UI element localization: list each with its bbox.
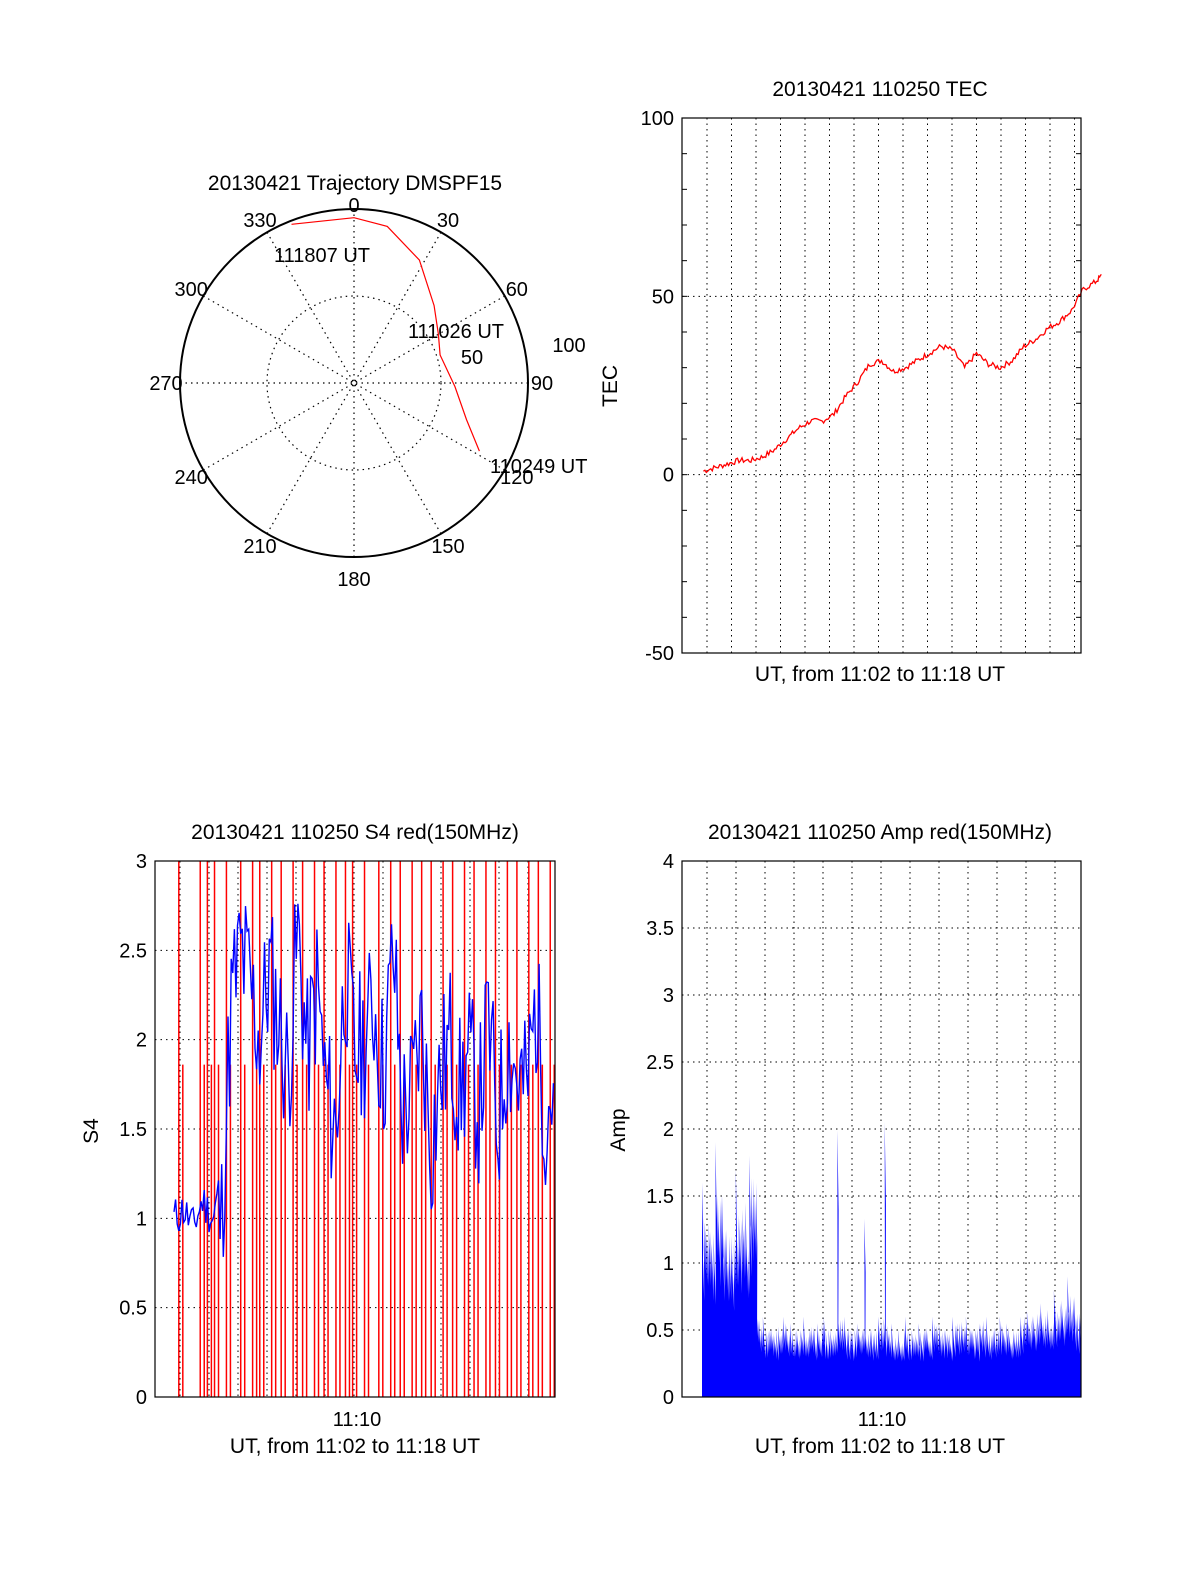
- amp-y-tick-label: 1: [663, 1253, 674, 1275]
- amp-series-area: [702, 1122, 1082, 1397]
- amp-ylabel: Amp: [607, 1108, 630, 1151]
- polar-angle-label: 30: [437, 210, 459, 232]
- trajectory-path: [291, 217, 480, 452]
- amp-panel: 20130421 110250 Amp red(150MHz) 0 0.5 1 1.5…: [607, 821, 1082, 1458]
- s4-x-tick-label: 11:10: [333, 1409, 382, 1431]
- trajectory-title: 20130421 Trajectory DMSPF15: [208, 172, 502, 195]
- tec-y-tick-label: 50: [652, 286, 674, 308]
- s4-y-tick-label: 2: [136, 1030, 147, 1052]
- tec-ylabel: TEC: [599, 365, 622, 407]
- trajectory-angle-labels: 0 30 60 90 120 150 180 210 240 270 300 330: [149, 195, 553, 591]
- amp-y-tick-label: 4: [663, 851, 674, 873]
- polar-angle-label: 210: [243, 536, 276, 558]
- s4-y-tick-label: 0.5: [119, 1298, 147, 1320]
- s4-y-tick-label: 0: [136, 1387, 147, 1409]
- polar-angle-label: 90: [531, 373, 553, 395]
- polar-radius-label: 100: [552, 335, 585, 357]
- s4-panel: 20130421 110250 S4 red(150MHz) 0 0.5 1 1.5 2…: [80, 821, 556, 1458]
- amp-y-tick-label: 2: [663, 1119, 674, 1141]
- amp-y-tick-label: 3.5: [646, 918, 674, 940]
- amp-x-tick-label: 11:10: [858, 1409, 907, 1431]
- tec-title: 20130421 110250 TEC: [772, 78, 987, 101]
- amp-axes-frame: [681, 860, 1082, 1398]
- polar-spoke: [266, 232, 442, 534]
- trajectory-time-annotation: 111807 UT: [274, 245, 370, 267]
- tec-y-tick-label: -50: [645, 643, 674, 665]
- amp-y-tick-label: 0: [663, 1387, 674, 1409]
- tec-series-line: [703, 274, 1102, 474]
- polar-angle-label: 180: [337, 569, 370, 591]
- tec-grid: [682, 117, 1081, 654]
- s4-y-tick-label: 2.5: [119, 940, 147, 962]
- polar-radius-label: 50: [461, 347, 483, 369]
- polar-ring-50: [266, 295, 442, 471]
- trajectory-annotations: 110249 UT 111026 UT 111807 UT: [274, 245, 587, 478]
- amp-y-tick-label: 0.5: [646, 1320, 674, 1342]
- s4-y-tick-label: 3: [136, 851, 147, 873]
- trajectory-panel: 20130421 Trajectory DMSPF15 0 30 60 90 120 15…: [149, 172, 587, 591]
- s4-axes-frame: [154, 860, 556, 1398]
- trajectory-time-annotation: 110249 UT: [490, 456, 587, 478]
- s4-y-tick-label: 1: [136, 1208, 147, 1230]
- polar-angle-label: 120: [500, 467, 533, 489]
- trajectory-time-annotation: 111026 UT: [408, 321, 504, 343]
- s4-xlabel: UT, from 11:02 to 11:18 UT: [230, 1435, 480, 1458]
- amp-y-tick-label: 2.5: [646, 1052, 674, 1074]
- s4-y-ticks: 0 0.5 1 1.5 2 2.5 3: [119, 851, 147, 1409]
- tec-xlabel: UT, from 11:02 to 11:18 UT: [755, 663, 1005, 686]
- polar-angle-label: 0: [348, 195, 359, 217]
- s4-blue-series: [173, 903, 555, 1257]
- tec-y-tick-label: 0: [663, 465, 674, 487]
- s4-title: 20130421 110250 S4 red(150MHz): [191, 821, 519, 844]
- tec-axes-frame: [681, 117, 1082, 654]
- amp-xlabel: UT, from 11:02 to 11:18 UT: [755, 1435, 1005, 1458]
- amp-y-ticks: 0 0.5 1 1.5 2 2.5 3 3.5 4: [646, 851, 674, 1409]
- polar-spoke: [266, 232, 442, 534]
- trajectory-grid: [179, 208, 529, 558]
- tec-panel: 20130421 110250 TEC -50 0 50 100 UT, from 1…: [599, 78, 1102, 686]
- polar-angle-label: 240: [174, 467, 207, 489]
- s4-ylabel: S4: [80, 1118, 103, 1144]
- trajectory-radius-labels: 50 100: [461, 335, 586, 369]
- amp-y-tick-label: 1.5: [646, 1186, 674, 1208]
- polar-angle-label: 300: [174, 279, 207, 301]
- polar-angle-label: 270: [149, 373, 182, 395]
- amp-y-tick-label: 3: [663, 985, 674, 1007]
- s4-y-tick-label: 1.5: [119, 1119, 147, 1141]
- polar-angle-label: 60: [506, 279, 528, 301]
- polar-angle-label: 150: [431, 536, 464, 558]
- tec-y-tick-label: 100: [641, 108, 674, 130]
- amp-title: 20130421 110250 Amp red(150MHz): [708, 821, 1052, 844]
- polar-angle-label: 330: [243, 210, 276, 232]
